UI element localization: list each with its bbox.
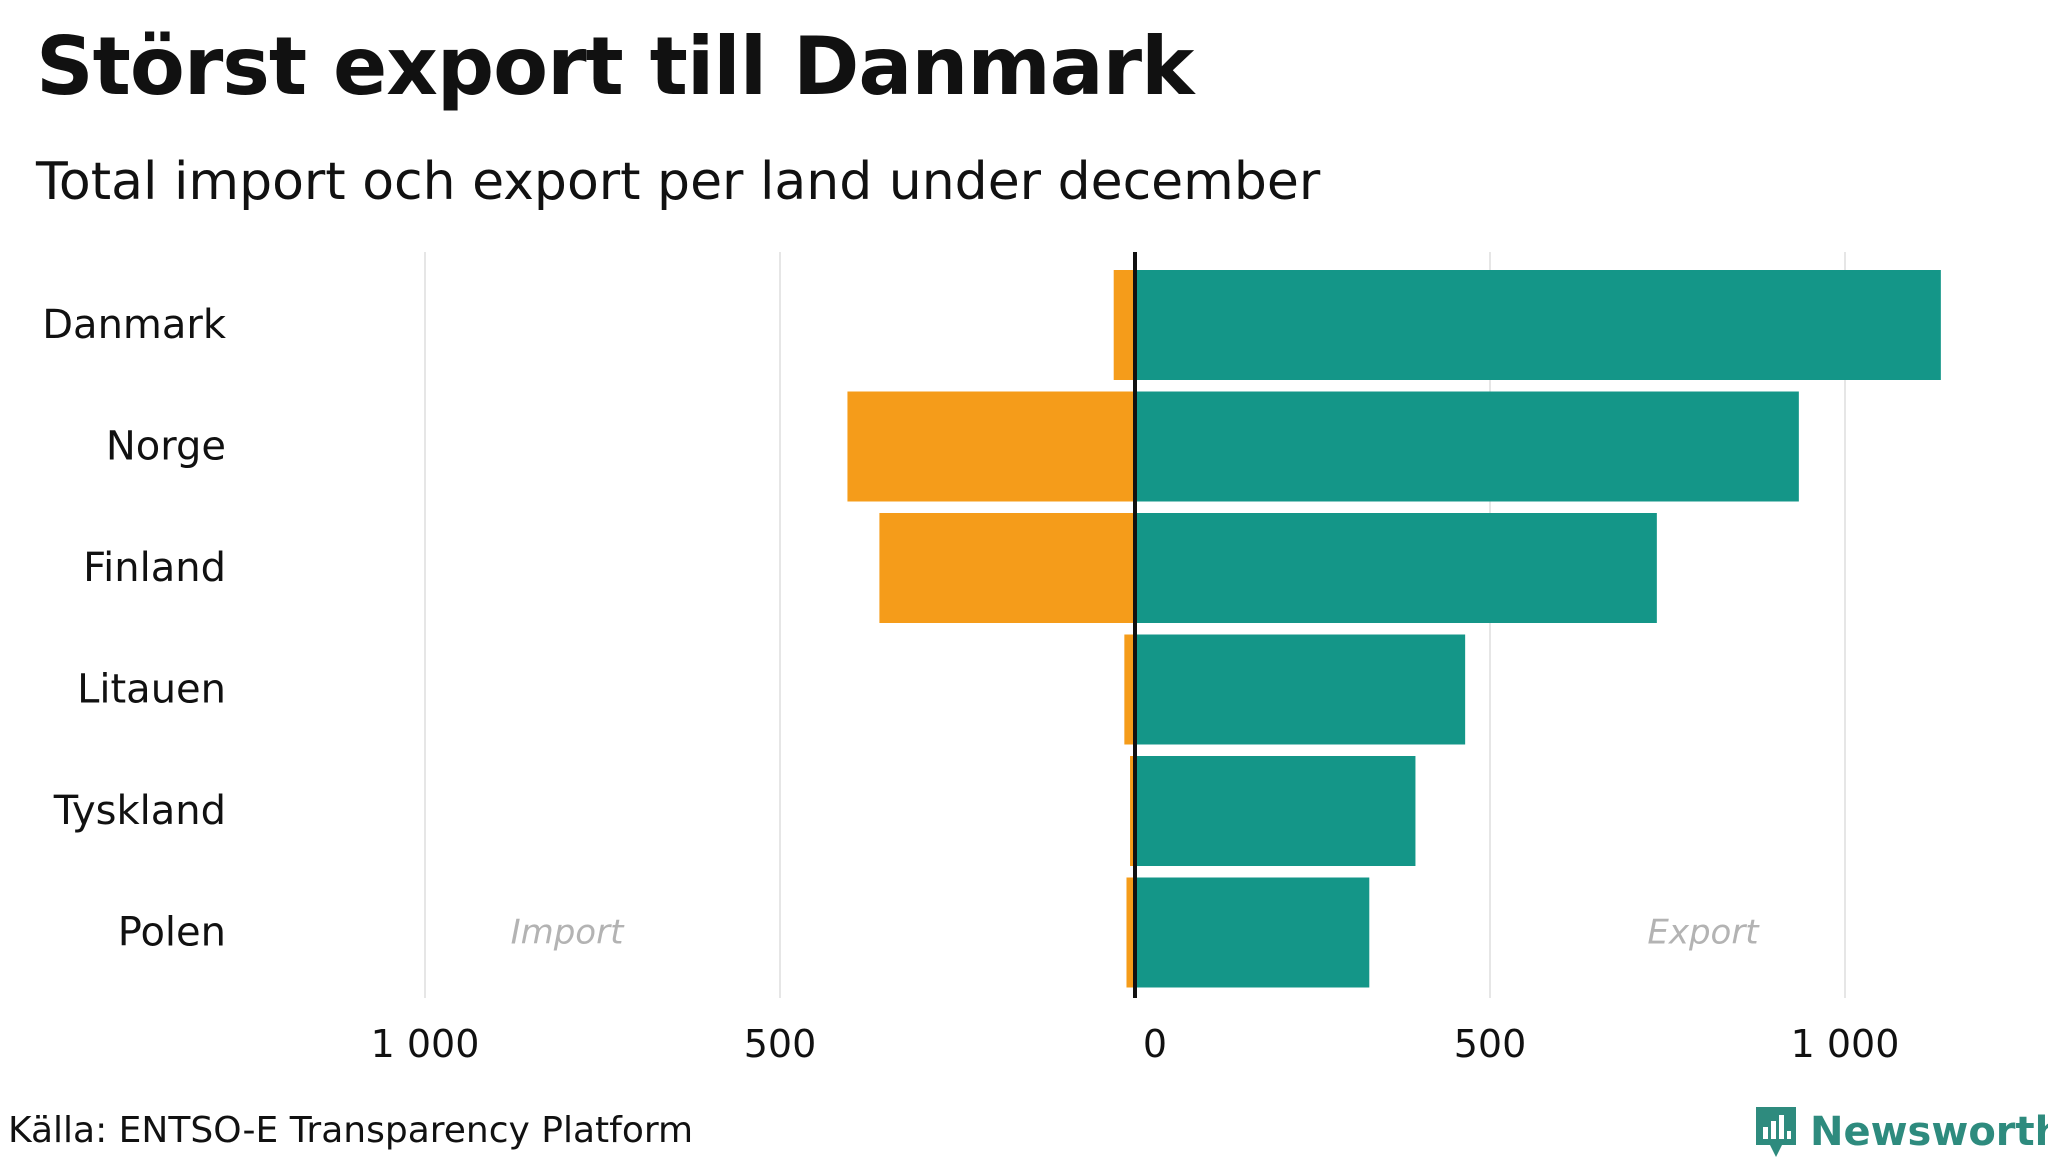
x-tick-labels: 1 000 500 0 500 1 000 — [371, 1022, 1900, 1066]
chart-title: Störst export till Danmark — [36, 20, 1194, 113]
category-labels: Danmark Norge Finland Litauen Tyskland Polen — [42, 302, 227, 956]
bar-import-norge — [847, 391, 1135, 502]
category-label-norge: Norge — [106, 424, 226, 470]
chart-subtitle: Total import och export per land under d… — [36, 152, 1321, 212]
newsworthy-logo: Newsworthy — [1752, 1102, 2048, 1162]
x-tick-label-3: 500 — [1454, 1022, 1527, 1066]
bar-export-litauen — [1135, 634, 1466, 745]
logo-text: Newsworthy — [1810, 1109, 2048, 1155]
bar-export-tyskland — [1135, 756, 1416, 866]
annotation-import: Import — [511, 913, 626, 953]
bar-export-polen — [1135, 877, 1370, 988]
annotation-export: Export — [1647, 913, 1760, 953]
category-label-danmark: Danmark — [42, 302, 227, 348]
bars — [847, 270, 1941, 988]
source-note: Källa: ENTSO-E Transparency Platform — [8, 1110, 694, 1151]
category-label-finland: Finland — [83, 545, 226, 591]
bar-import-danmark — [1113, 270, 1135, 380]
category-label-litauen: Litauen — [77, 667, 226, 713]
annotations: Import Export — [511, 913, 1761, 953]
bar-import-polen — [1126, 877, 1135, 988]
x-tick-label-1: 500 — [744, 1022, 817, 1066]
x-tick-label-2: 0 — [1143, 1022, 1167, 1066]
bar-import-finland — [879, 513, 1135, 623]
bar-export-finland — [1135, 513, 1657, 623]
category-label-polen: Polen — [118, 910, 226, 956]
bar-export-danmark — [1135, 270, 1941, 380]
newsworthy-logo-icon — [1756, 1107, 1796, 1157]
x-tick-label-4: 1 000 — [1791, 1022, 1900, 1066]
diverging-bar-chart: DanmarkNorgeFinlandLitauenTysklandPolen … — [42, 252, 1941, 1066]
bar-export-norge — [1135, 391, 1799, 502]
bar-import-litauen — [1124, 634, 1135, 745]
bar-import-tyskland — [1130, 756, 1135, 866]
category-label-tyskland: Tyskland — [53, 788, 226, 834]
x-tick-label-0: 1 000 — [371, 1022, 480, 1066]
